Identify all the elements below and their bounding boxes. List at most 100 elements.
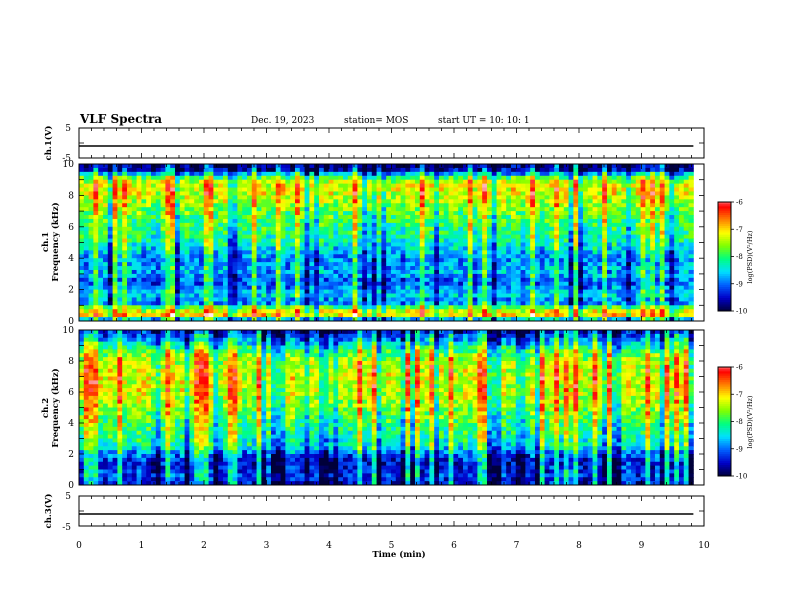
spectrogram-cell (630, 254, 637, 259)
spectrogram-cell (467, 281, 473, 287)
spectrogram-cell (563, 218, 569, 224)
spectrogram-cell (318, 246, 325, 251)
spectrogram-cell (366, 222, 373, 228)
spectrogram-cell (98, 211, 104, 216)
spectrogram-cell (362, 199, 368, 204)
spectrogram-cell (573, 269, 579, 275)
spectrogram-cell (462, 242, 469, 247)
spectrogram-cell (606, 277, 613, 283)
spectrogram-cell (410, 250, 416, 255)
spectrogram-cell (117, 289, 123, 294)
spectrogram-cell (458, 313, 464, 318)
spectrogram-cell (141, 171, 147, 177)
spectrogram-cell (635, 293, 641, 298)
spectrogram-cell (275, 226, 281, 232)
spectrogram-cell (222, 313, 229, 318)
spectrogram-cell (194, 317, 200, 322)
spectrogram-cell (103, 301, 109, 306)
spectrogram-cell (467, 222, 473, 228)
spectrogram-cell (275, 242, 281, 247)
spectrogram-cell (294, 203, 301, 208)
spectrogram-cell (98, 254, 104, 259)
spectrogram-cell (544, 211, 550, 216)
spectrogram-cell (496, 191, 502, 196)
spectrogram-cell (654, 195, 661, 200)
spectrogram-cell (309, 226, 315, 232)
spectrogram-cell (621, 309, 627, 314)
spectrogram-cell (616, 211, 622, 216)
spectrogram-cell (395, 238, 401, 243)
spectrogram-cell (290, 211, 296, 216)
spectrogram-cell (338, 285, 344, 291)
spectrogram-cell (213, 293, 219, 298)
spectrogram-cell (342, 258, 349, 263)
spectrogram-cell (395, 211, 401, 216)
spectrogram-cell (462, 183, 469, 188)
spectrogram-cell (222, 222, 229, 228)
spectrogram-cell (462, 230, 469, 236)
spectrogram-cell (79, 269, 85, 275)
spectrogram-cell (151, 215, 157, 220)
spectrogram-cell (443, 305, 449, 310)
spectrogram-cell (496, 238, 502, 243)
spectrogram-cell (659, 167, 665, 173)
spectrogram-cell (472, 293, 478, 298)
spectrogram-cell (199, 207, 205, 212)
spectrogram-cell (429, 226, 435, 232)
spectrogram-cell (477, 191, 483, 196)
spectrogram-cell (256, 195, 262, 200)
spectrogram-cell (136, 167, 142, 173)
spectrogram-cell (112, 242, 118, 247)
spectrogram-cell (506, 191, 512, 196)
spectrogram-cell (506, 266, 512, 271)
spectrogram-cell (83, 203, 89, 208)
spectrogram-cell (582, 262, 589, 267)
spectrogram-cell (165, 289, 171, 294)
spectrogram-cell (208, 164, 214, 169)
spectrogram-cell (544, 242, 550, 247)
spectrogram-cell (582, 218, 589, 224)
spectrogram-cell (199, 218, 205, 224)
spectrogram-cell (414, 285, 421, 291)
spectrogram-cell (347, 211, 353, 216)
spectrogram-cell (79, 246, 85, 251)
spectrogram-cell (175, 191, 181, 196)
spectrogram-cell (203, 179, 209, 185)
spectrogram-cell (400, 199, 406, 204)
spectrogram-cell (184, 301, 190, 306)
spectrogram-cell (659, 277, 665, 283)
spectrogram-cell (448, 313, 454, 318)
spectrogram-cell (314, 167, 320, 173)
spectrogram-cell (424, 246, 430, 251)
spectrogram-cell (640, 289, 646, 294)
spectrogram-cell (136, 191, 142, 196)
spectrogram-cell (227, 242, 233, 247)
spectrogram-cell (410, 167, 416, 173)
spectrogram-cell (309, 238, 315, 243)
spectrogram-cell (400, 297, 406, 302)
spectrogram-cell (88, 218, 94, 224)
spectrogram-cell (155, 281, 161, 287)
spectrogram-cell (222, 285, 229, 291)
spectrogram-cell (520, 175, 526, 181)
spectrogram-cell (208, 281, 214, 287)
spectrogram-cell (645, 238, 651, 243)
spectrogram-cell (376, 167, 382, 173)
spectrogram-cell (170, 179, 176, 185)
spectrogram-cell (453, 164, 459, 169)
spectrogram-cell (645, 262, 651, 267)
spectrogram-cell (184, 179, 190, 185)
spectrogram-cell (237, 293, 243, 298)
spectrogram-cell (309, 211, 315, 216)
spectrogram-cell (251, 297, 257, 302)
spectrogram-cell (592, 293, 598, 298)
spectrogram-cell (448, 222, 454, 228)
spectrogram-cell (515, 297, 521, 302)
spectrogram-cell (515, 254, 521, 259)
spectrogram-cell (438, 215, 445, 220)
spectrogram-cell (491, 199, 497, 204)
spectrogram-cell (141, 289, 147, 294)
spectrogram-cell (290, 262, 296, 267)
spectrogram-cell (165, 317, 171, 322)
spectrogram-cell (525, 179, 531, 185)
